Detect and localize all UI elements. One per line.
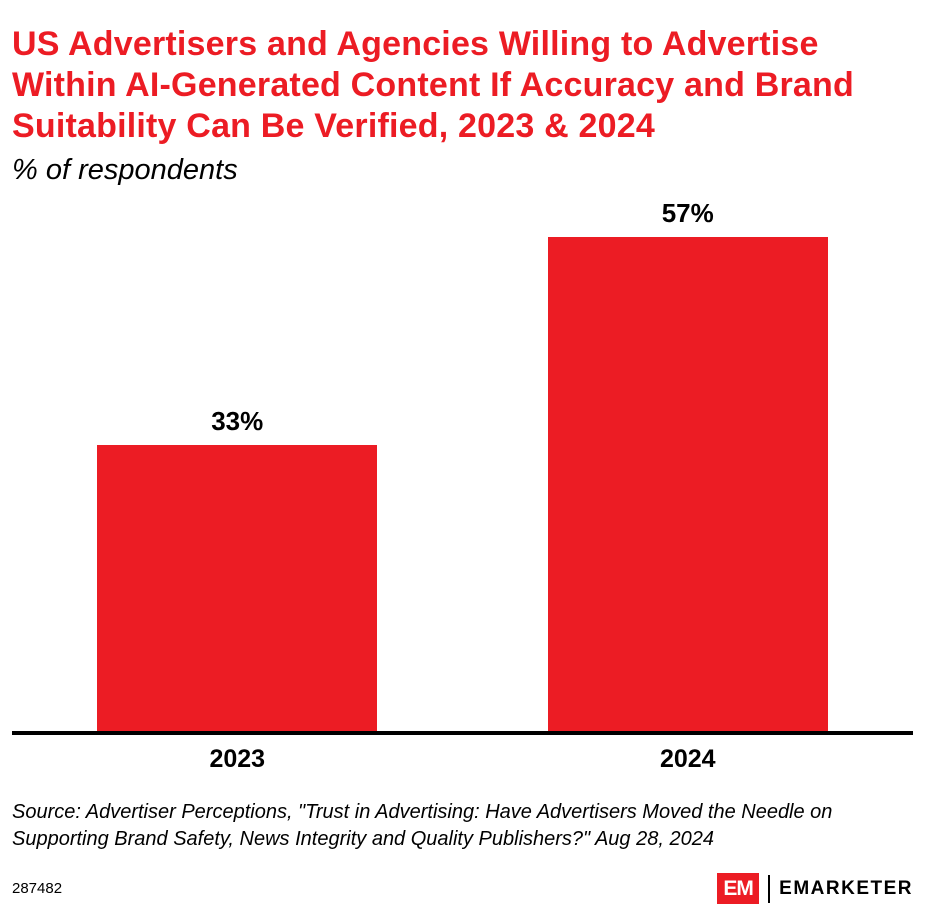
plot-area: 33% 57% [12, 198, 913, 736]
bar [97, 445, 378, 732]
x-axis: 2023 2024 [12, 735, 913, 774]
source-text: Source: Advertiser Perceptions, "Trust i… [12, 801, 833, 851]
bar-chart: 33% 57% 2023 2024 [12, 198, 913, 774]
em-logo-icon: EM [717, 873, 760, 904]
brand-name: EMARKETER [779, 877, 913, 899]
bar-value-label: 33% [211, 406, 264, 437]
page-subtitle: % of respondents [12, 154, 238, 187]
x-axis-label: 2023 [209, 745, 266, 774]
logo-divider [768, 874, 771, 903]
bar [547, 237, 828, 732]
x-axis-label: 2024 [659, 745, 716, 774]
bar-group: 33% [12, 406, 463, 732]
page-title: US Advertisers and Agencies Willing to A… [12, 25, 854, 145]
bar-group: 57% [463, 198, 914, 732]
chart-id: 287482 [12, 880, 63, 898]
emarketer-logo: EM EMARKETER [717, 873, 913, 904]
footer: 287482 EM EMARKETER [12, 863, 913, 904]
bar-value-label: 57% [661, 198, 714, 229]
